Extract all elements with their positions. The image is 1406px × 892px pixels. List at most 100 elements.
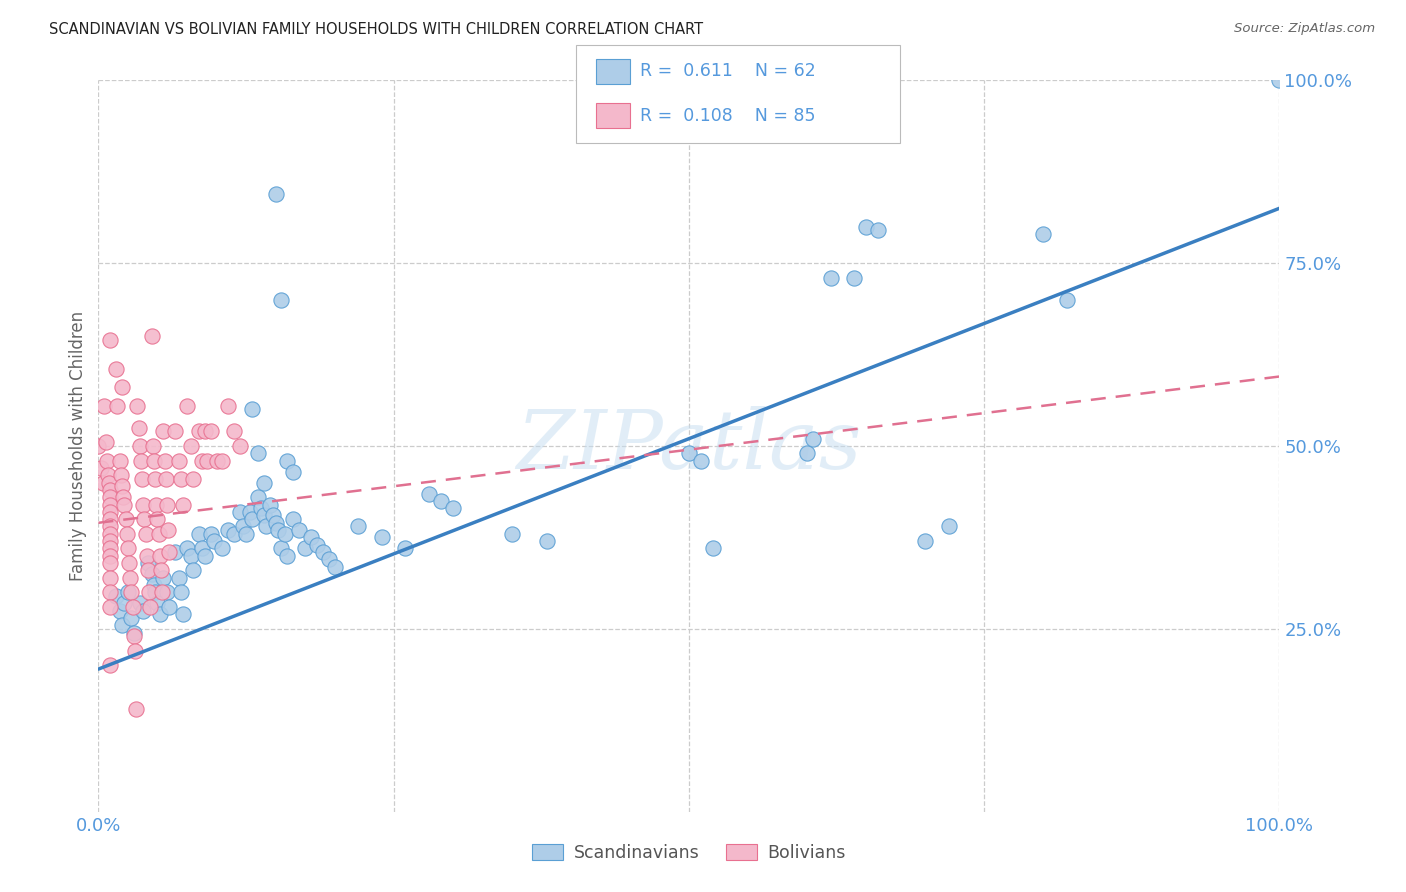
Point (121, 599, 143, 614)
Point (195, 453, 218, 467)
Point (98, 585, 121, 599)
Point (136, 556, 159, 570)
Point (211, 541, 233, 556)
Point (136, 563, 159, 577)
Point (98, 541, 121, 556)
Point (98, 534, 121, 549)
Point (118, 556, 141, 570)
Point (844, 270, 866, 285)
Point (678, 446, 700, 460)
Point (194, 549, 217, 563)
Point (149, 549, 172, 563)
Point (156, 585, 179, 599)
Point (239, 505, 262, 519)
Point (253, 475, 276, 490)
Point (152, 571, 174, 585)
Point (323, 559, 346, 574)
Point (134, 512, 156, 526)
Point (240, 402, 263, 417)
Point (264, 186, 287, 201)
Point (262, 508, 284, 523)
Point (305, 538, 328, 552)
Point (689, 453, 711, 467)
Point (231, 519, 253, 533)
Point (191, 541, 214, 556)
Point (153, 453, 176, 467)
Point (371, 530, 394, 544)
Point (180, 439, 202, 453)
Point (98, 475, 121, 490)
Point (98, 505, 121, 519)
Point (105, 589, 128, 603)
Point (180, 549, 202, 563)
Point (98, 333, 121, 347)
Point (93, 399, 115, 413)
Point (181, 472, 204, 486)
Point (157, 599, 180, 614)
Point (430, 494, 453, 508)
Point (128, 421, 150, 435)
Point (112, 498, 135, 512)
Point (146, 512, 169, 526)
Point (129, 453, 152, 467)
Text: R =  0.108    N = 85: R = 0.108 N = 85 (640, 107, 815, 125)
Point (117, 585, 139, 599)
Point (224, 425, 246, 439)
Point (264, 516, 287, 530)
Point (194, 425, 217, 439)
Point (176, 399, 198, 413)
Point (97, 468, 120, 483)
Point (200, 425, 222, 439)
Point (152, 425, 174, 439)
Point (98, 599, 121, 614)
Point (98, 490, 121, 504)
Point (253, 508, 276, 523)
Point (98, 483, 121, 497)
Point (866, 223, 889, 237)
Point (157, 523, 180, 537)
Point (108, 603, 131, 617)
Point (156, 498, 179, 512)
Point (121, 585, 143, 599)
Point (138, 585, 160, 599)
Point (418, 486, 440, 500)
Point (217, 399, 239, 413)
Point (283, 465, 305, 479)
Point (87, 439, 110, 453)
Point (217, 523, 239, 537)
Point (98, 526, 121, 541)
Point (172, 607, 194, 622)
Point (115, 526, 138, 541)
Point (117, 541, 139, 556)
Point (347, 519, 370, 533)
Point (172, 498, 194, 512)
Point (143, 472, 166, 486)
Point (205, 453, 228, 467)
Point (98, 498, 121, 512)
Text: R =  0.611    N = 62: R = 0.611 N = 62 (640, 62, 815, 80)
Point (98, 549, 121, 563)
Point (288, 523, 311, 537)
Point (91, 475, 114, 490)
Point (276, 549, 298, 563)
Point (441, 501, 464, 516)
Point (121, 611, 143, 625)
Point (146, 596, 169, 610)
Point (254, 519, 277, 533)
Point (187, 526, 209, 541)
Point (191, 453, 214, 467)
Point (135, 526, 157, 541)
Point (125, 702, 148, 716)
Point (98, 556, 121, 570)
Point (270, 541, 292, 556)
Point (142, 439, 165, 453)
Point (801, 432, 824, 446)
Point (150, 563, 173, 577)
Point (96, 453, 118, 467)
Point (165, 425, 187, 439)
Point (914, 534, 936, 549)
Text: Source: ZipAtlas.com: Source: ZipAtlas.com (1234, 22, 1375, 36)
Point (276, 453, 298, 467)
Point (294, 541, 316, 556)
Point (132, 498, 155, 512)
